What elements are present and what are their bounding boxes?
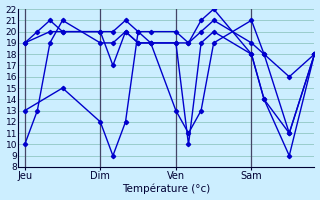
X-axis label: Température (°c): Température (°c) [122,184,211,194]
